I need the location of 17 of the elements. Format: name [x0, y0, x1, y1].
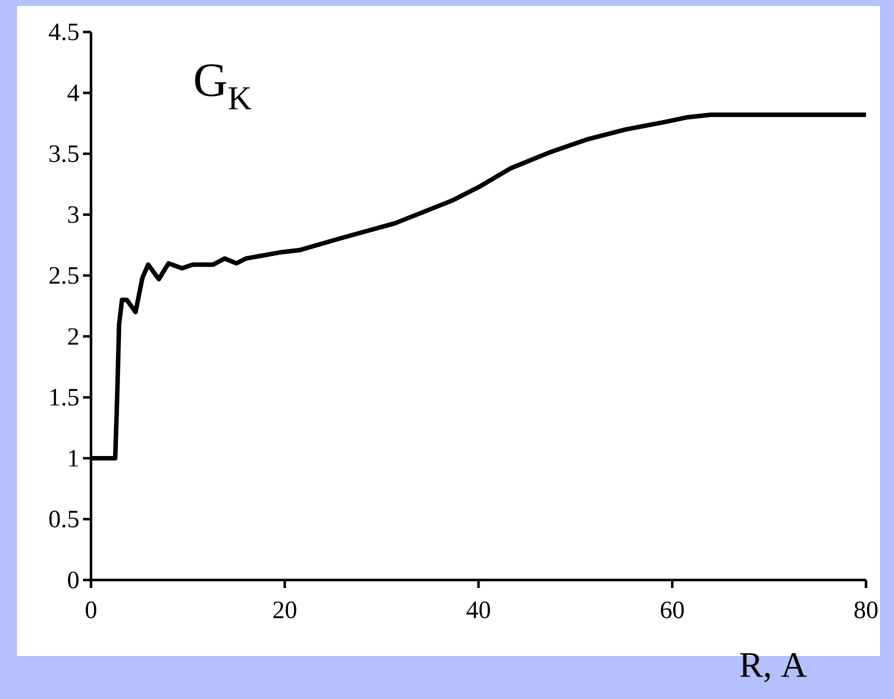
y-tick-label: 4.5 [48, 24, 79, 40]
y-tick-label: 2.5 [49, 267, 79, 284]
x-tick-label: 40 [466, 602, 490, 618]
x-tick-label: 80 [854, 602, 878, 618]
x-axis-title: R, A [740, 653, 807, 682]
y-tick-label: 3 [68, 206, 79, 224]
y-tick-label: 2 [68, 328, 78, 345]
x-tick-label: 60 [660, 602, 684, 618]
x-tick-label: 0 [86, 602, 96, 618]
y-axis-title: G$_{K}$ [195, 64, 252, 110]
x-tick-label: 20 [273, 602, 296, 618]
y-tick-label: 1 [69, 450, 78, 466]
y-tick-label: 3.5 [50, 145, 79, 162]
y-tick-label: 0 [68, 572, 79, 588]
y-tick-label: 0.5 [49, 510, 79, 528]
y-tick-label: 4 [68, 84, 80, 102]
y-tick-label: 1.5 [50, 388, 79, 406]
